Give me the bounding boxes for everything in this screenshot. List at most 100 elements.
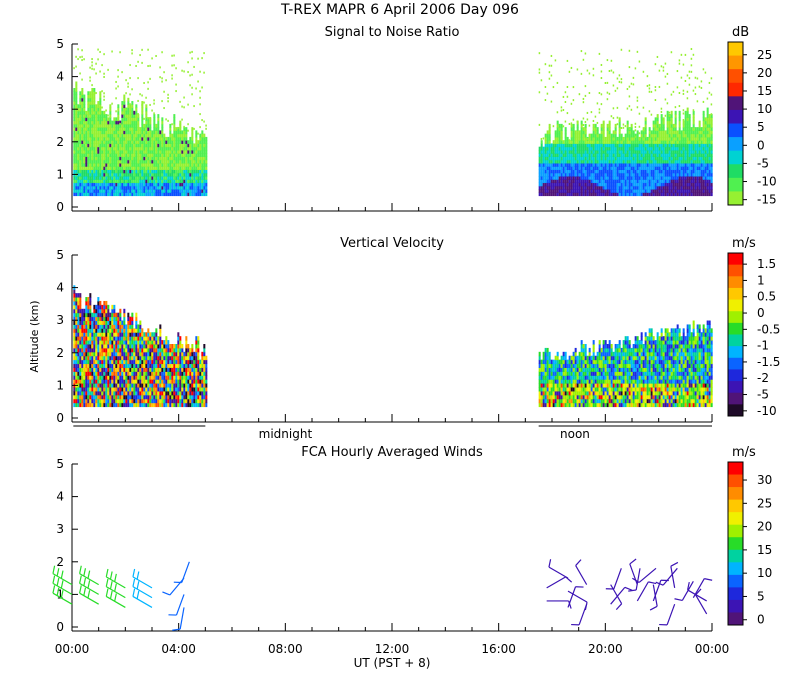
snr-cell: [578, 136, 581, 141]
snr-cell: [666, 136, 669, 141]
snr-cell: [141, 123, 144, 128]
vv-cell: [119, 355, 122, 361]
snr-cell: [165, 192, 168, 197]
vv-cell: [77, 363, 80, 368]
snr-cell: [688, 114, 691, 118]
snr-cell: [165, 156, 168, 161]
snr-cell: [584, 156, 587, 161]
snr-cell: [111, 136, 114, 141]
snr-cell: [556, 189, 559, 193]
snr-cell: [552, 185, 555, 190]
snr-cell: [666, 117, 669, 122]
snr-cell: [652, 123, 655, 128]
vv-cell: [101, 355, 104, 361]
vv-cell: [119, 347, 122, 353]
snr-cell: [570, 179, 573, 184]
snr-cell: [552, 182, 555, 187]
snr-cell: [634, 192, 637, 197]
vv-cell: [73, 394, 76, 400]
snr-cell: [129, 130, 132, 135]
snr-cell: [133, 179, 136, 184]
snr-cell: [650, 176, 653, 180]
snr-cell: [606, 182, 609, 187]
vv-cell: [73, 387, 76, 392]
snr-cell: [105, 179, 108, 184]
vv-cell: [129, 383, 132, 388]
snr-cell: [187, 153, 190, 157]
snr-cell: [133, 110, 136, 115]
vv-cell: [147, 359, 150, 365]
snr-cell: [594, 130, 597, 135]
snr-cell: [87, 169, 90, 174]
snr-cell: [576, 176, 579, 180]
snr-cell: [680, 130, 683, 135]
snr-cell: [175, 182, 178, 187]
snr-cell: [155, 162, 158, 167]
snr-cell: [93, 104, 96, 109]
snr-cell: [171, 192, 174, 197]
snr-cell: [554, 146, 557, 151]
snr-cell: [598, 169, 601, 174]
snr-cell: [109, 146, 112, 151]
vv-cell: [147, 332, 150, 337]
snr-cell: [199, 192, 202, 197]
snr-cell: [652, 169, 655, 174]
snr-cell: [660, 169, 663, 174]
snr-cell: [179, 146, 182, 151]
vv-cell: [93, 324, 96, 329]
snr-cell: [99, 192, 102, 197]
snr-cell: [676, 130, 679, 135]
snr-speckle: [628, 128, 631, 131]
vv-cell: [77, 312, 80, 318]
snr-cell: [185, 182, 188, 187]
snr-cell: [686, 110, 689, 115]
snr-cell: [706, 189, 709, 193]
vv-cell: [79, 355, 82, 361]
snr-speckle: [550, 64, 553, 67]
vv-cell: [75, 375, 78, 380]
colorbar-swatch: [728, 164, 743, 179]
snr-cell: [620, 176, 623, 180]
snr-cell: [83, 136, 86, 141]
snr-speckle: [642, 70, 645, 73]
snr-speckle: [664, 62, 667, 65]
snr-cell: [644, 143, 647, 148]
snr-cell: [105, 123, 108, 128]
snr-cell: [702, 130, 705, 135]
snr-cell: [167, 192, 170, 197]
vv-cell: [147, 367, 150, 372]
snr-cell: [556, 149, 559, 154]
snr-cell: [700, 130, 703, 135]
vv-cell: [105, 308, 108, 314]
snr-cell: [141, 185, 144, 190]
vv-cell: [125, 340, 128, 345]
vv-cell: [135, 347, 138, 353]
snr-speckle: [147, 81, 149, 84]
snr-cell: [592, 189, 595, 193]
snr-cell: [81, 133, 84, 138]
snr-cell: [540, 189, 543, 193]
snr-cell: [668, 153, 671, 157]
vv-cell: [127, 383, 130, 388]
snr-cell: [205, 189, 208, 193]
snr-cell: [692, 146, 695, 151]
snr-cell: [564, 179, 567, 184]
snr-cell: [544, 162, 547, 167]
snr-cell: [638, 185, 641, 190]
snr-cell: [674, 110, 677, 115]
snr-speckle: [103, 72, 105, 75]
vv-cell: [101, 363, 104, 368]
snr-cell: [109, 127, 112, 131]
snr-cell: [680, 172, 683, 177]
vv-cell: [75, 394, 78, 400]
snr-cell: [165, 169, 168, 174]
snr-cell: [698, 192, 701, 197]
vv-cell: [143, 375, 146, 380]
snr-cell: [574, 189, 577, 193]
vv-cell: [77, 328, 80, 333]
snr-cell: [568, 189, 571, 193]
snr-cell: [161, 117, 164, 122]
snr-cell: [684, 162, 687, 167]
snr-cell: [660, 127, 663, 131]
snr-cell: [708, 133, 711, 138]
